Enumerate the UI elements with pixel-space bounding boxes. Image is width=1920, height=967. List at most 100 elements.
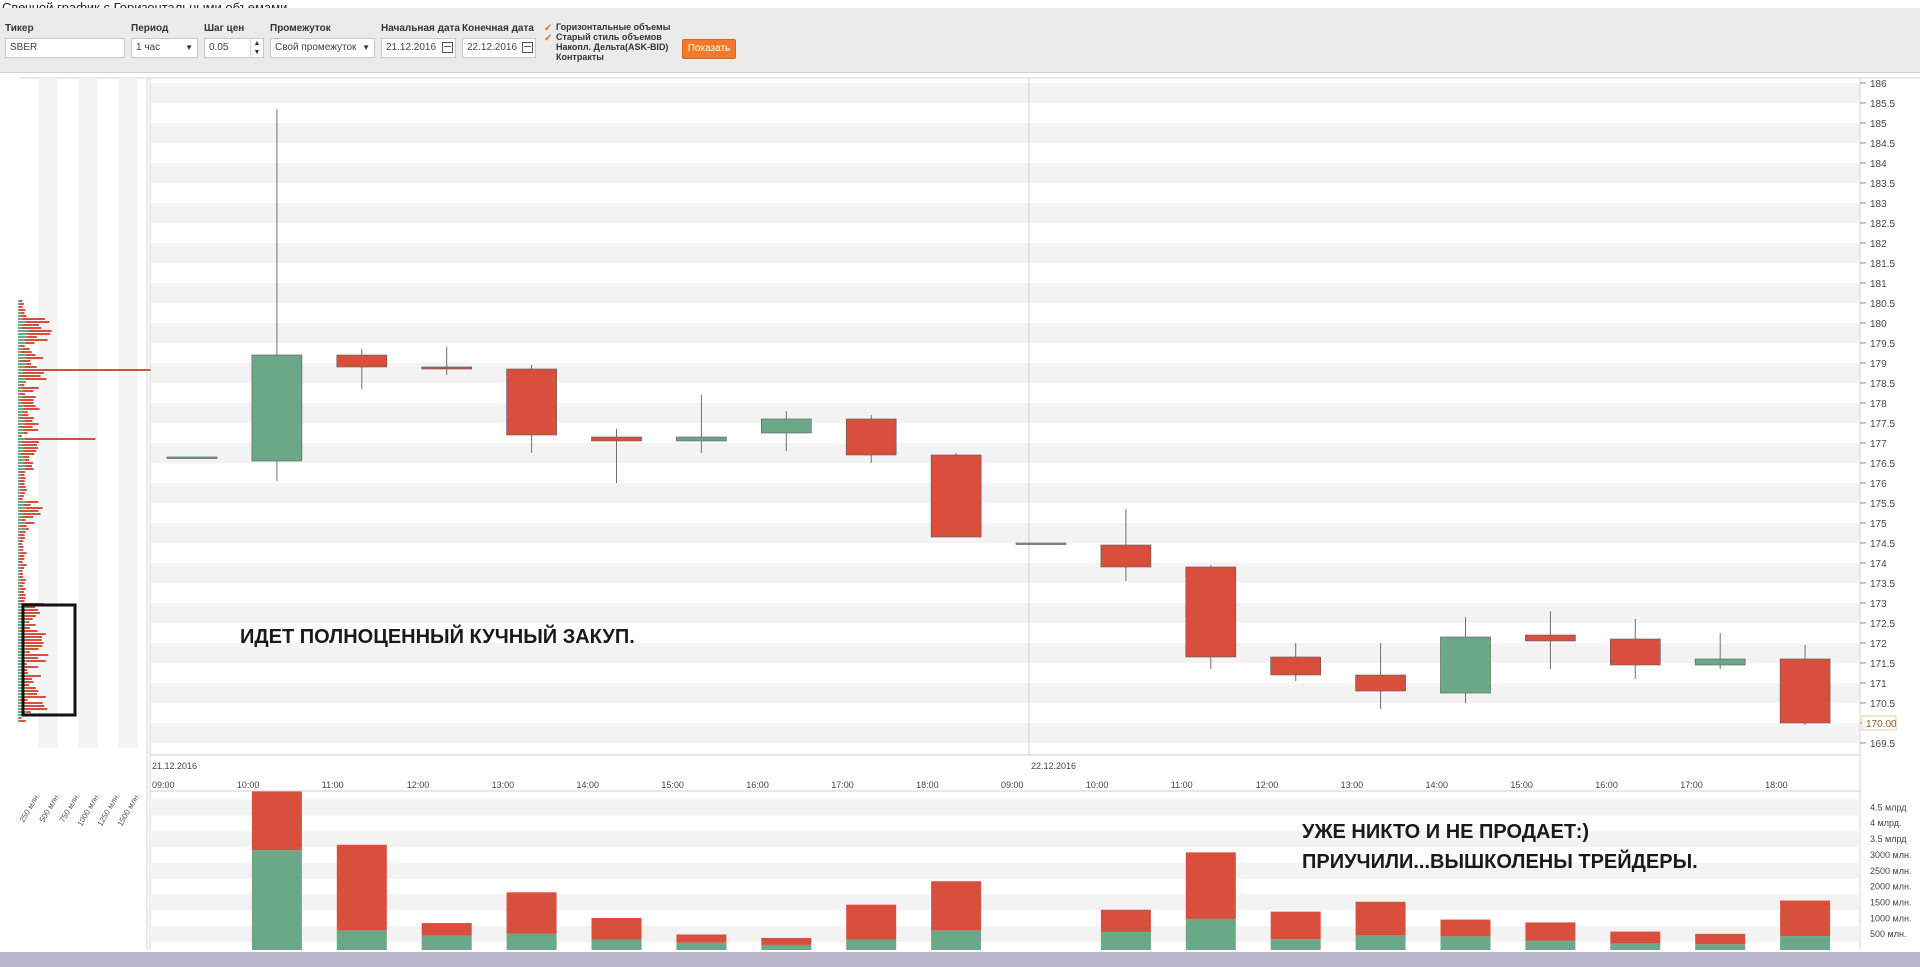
volume-grid-band xyxy=(150,926,1860,943)
candle-body xyxy=(506,368,557,436)
price-tick-label: 172.5 xyxy=(1870,619,1895,630)
step-stepper[interactable]: 0.05 ▲ ▼ xyxy=(204,38,264,58)
grid-band xyxy=(150,323,1860,343)
period-select[interactable]: 1 час ▼ xyxy=(131,38,198,58)
end-date-input[interactable]: 22.12.2016 xyxy=(462,38,536,58)
profile-bar-buy xyxy=(18,630,20,632)
end-date-label: Конечная дата xyxy=(462,23,534,34)
price-tick-label: 176.5 xyxy=(1870,459,1895,470)
profile-bar-sell xyxy=(24,642,44,644)
profile-bar-sell xyxy=(20,477,26,479)
start-date-label: Начальная дата xyxy=(381,23,460,34)
start-date-input[interactable]: 21.12.2016 xyxy=(381,38,456,58)
profile-bar-sell xyxy=(19,585,24,587)
profile-bar-sell xyxy=(19,594,26,596)
price-tick-label: 171.5 xyxy=(1870,659,1895,670)
profile-bar-sell xyxy=(19,555,25,557)
profile-bar-sell xyxy=(20,387,39,389)
show-button[interactable]: Показать xyxy=(682,39,736,59)
volume-bar-sell xyxy=(1270,911,1321,940)
profile-bar-sell xyxy=(19,543,22,545)
volume-bar-buy xyxy=(336,930,387,950)
profile-bar-buy xyxy=(18,672,24,674)
volume-bar-buy xyxy=(591,939,642,950)
profile-bar-buy xyxy=(18,342,26,344)
profile-bar-buy xyxy=(18,411,23,413)
option-cumulative-delta[interactable]: Накопл. Дельта(ASK-BID) xyxy=(544,42,668,52)
price-tick-label: 178.5 xyxy=(1870,379,1895,390)
stepper-arrows-icon[interactable]: ▲ ▼ xyxy=(250,39,263,57)
profile-bar-buy xyxy=(18,567,21,569)
volume-bar-sell xyxy=(1185,852,1236,919)
profile-bar-sell xyxy=(21,705,45,707)
profile-bar-sell xyxy=(23,447,38,449)
profile-bar-buy xyxy=(18,549,21,551)
profile-bar-buy xyxy=(18,423,25,425)
profile-bar-sell xyxy=(26,621,30,623)
option-horizontal-volumes[interactable]: ✓ Горизонтальные объемы xyxy=(544,22,670,34)
profile-bar-buy xyxy=(18,330,29,332)
calendar-icon[interactable] xyxy=(522,42,533,53)
profile-bar-buy xyxy=(18,339,25,341)
range-select[interactable]: Свой промежуток ▼ xyxy=(270,38,375,58)
option-contracts[interactable]: Контракты xyxy=(544,52,604,62)
price-tick-label: 173 xyxy=(1870,599,1887,610)
profile-bar-buy xyxy=(18,504,24,506)
profile-bar-buy xyxy=(18,321,26,323)
profile-bar-buy xyxy=(18,618,21,620)
annotation-text: УЖЕ НИКТО И НЕ ПРОДАЕТ:) xyxy=(1302,821,1589,843)
volume-bar-sell xyxy=(1100,909,1151,932)
profile-bar-sell xyxy=(19,612,40,614)
profile-bar-sell xyxy=(20,315,27,317)
profile-bar-sell xyxy=(21,696,46,698)
volume-bar-sell xyxy=(1355,901,1406,936)
range-value: Свой промежуток xyxy=(275,42,357,53)
profile-bar-sell xyxy=(23,666,39,668)
profile-bar-sell xyxy=(24,468,34,470)
ticker-input[interactable]: SBER xyxy=(5,38,125,58)
profile-bar-buy xyxy=(18,378,26,380)
grid-band xyxy=(150,163,1860,183)
volume-tick-label: 2000 млн. xyxy=(1870,882,1911,892)
profile-bar-buy xyxy=(18,369,23,371)
profile-bar-buy xyxy=(18,357,26,359)
grid-band xyxy=(150,483,1860,503)
time-label: 14:00 xyxy=(1426,780,1449,790)
profile-bar-sell xyxy=(27,333,51,335)
volume-grid-band xyxy=(150,894,1860,911)
volume-bar-sell xyxy=(251,791,302,851)
price-tick-label: 185.5 xyxy=(1870,99,1895,110)
price-tick-label: 182 xyxy=(1870,239,1887,250)
profile-bar-buy xyxy=(18,477,21,479)
price-tick-label: 185 xyxy=(1870,119,1887,130)
grid-band xyxy=(150,243,1860,263)
profile-bar-buy xyxy=(18,459,25,461)
time-label: 18:00 xyxy=(916,780,939,790)
profile-bar-sell xyxy=(19,498,23,500)
profile-bar-sell xyxy=(22,348,30,350)
profile-bar-sell xyxy=(25,378,47,380)
profile-bar-sell xyxy=(26,501,39,503)
profile-bar-sell xyxy=(23,456,30,458)
chevron-down-icon: ▼ xyxy=(362,43,370,52)
time-label: 16:00 xyxy=(746,780,769,790)
volume-bar-sell xyxy=(421,923,472,936)
date-label: 21.12.2016 xyxy=(152,761,197,771)
profile-bar-buy xyxy=(18,543,20,545)
profile-bar-sell xyxy=(24,423,39,425)
profile-bar-sell xyxy=(26,687,36,689)
option-label: Старый стиль объемов xyxy=(556,32,662,42)
price-tick-label: 171 xyxy=(1870,679,1887,690)
profile-bar-buy xyxy=(18,666,24,668)
profile-bar-sell xyxy=(20,618,33,620)
option-old-style-volumes[interactable]: ✓ Старый стиль объемов xyxy=(544,32,662,44)
volume-bar-buy xyxy=(1525,940,1576,950)
volume-bar-buy xyxy=(421,935,472,950)
profile-bar-sell xyxy=(19,435,22,437)
candle-body xyxy=(1779,658,1831,724)
calendar-icon[interactable] xyxy=(442,42,453,53)
profile-bar-buy xyxy=(18,717,20,719)
volume-bar-buy xyxy=(506,933,557,950)
profile-bar-buy xyxy=(18,582,21,584)
profile-bar-sell xyxy=(19,309,26,311)
